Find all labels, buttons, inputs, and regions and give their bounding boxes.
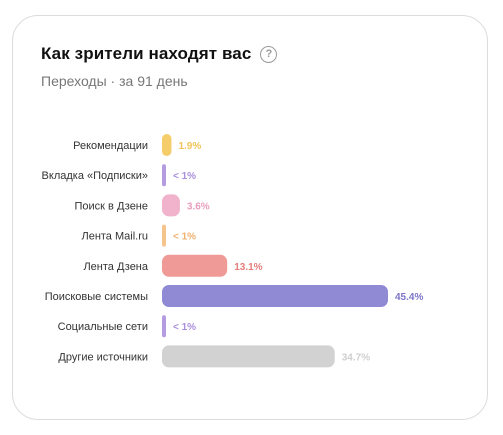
category-label: Вкладка «Подписки»	[42, 170, 148, 182]
question-circle-icon[interactable]: ?	[260, 45, 278, 63]
category-label: Поисковые системы	[45, 291, 148, 303]
bar[interactable]	[162, 254, 228, 277]
title-row: Как зрители находят вас ?	[41, 44, 278, 64]
value-label: 13.1%	[234, 262, 262, 273]
value-label: 34.7%	[342, 352, 370, 363]
card-subtitle: Переходы · за 91 день	[41, 73, 188, 89]
category-label: Другие источники	[58, 351, 148, 363]
value-label: 1.9%	[178, 141, 201, 152]
bar[interactable]	[162, 315, 166, 338]
value-label: < 1%	[173, 171, 196, 182]
category-label: Лента Mail.ru	[81, 231, 148, 243]
category-label: Поиск в Дзене	[75, 200, 148, 212]
bar[interactable]	[162, 164, 166, 187]
bar[interactable]	[162, 134, 172, 156]
bar[interactable]	[162, 345, 335, 368]
value-label: 45.4%	[395, 292, 423, 303]
bar[interactable]	[162, 285, 388, 307]
bar[interactable]	[162, 224, 166, 247]
bar[interactable]	[162, 194, 180, 217]
value-label: < 1%	[173, 232, 196, 243]
card-title: Как зрители находят вас	[41, 44, 252, 63]
category-label: Лента Дзена	[83, 261, 148, 273]
category-label: Рекомендации	[73, 140, 148, 152]
value-label: < 1%	[173, 322, 196, 333]
category-label: Социальные сети	[58, 321, 148, 333]
value-label: 3.6%	[187, 201, 210, 212]
